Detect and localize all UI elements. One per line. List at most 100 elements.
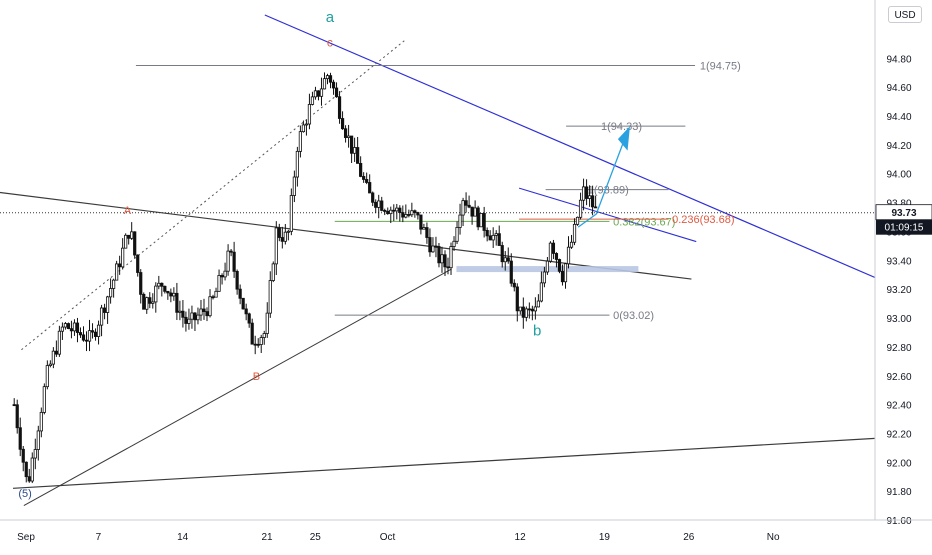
candle-body bbox=[145, 297, 149, 310]
candle-body bbox=[328, 75, 333, 83]
price-tick-label: 94.80 bbox=[886, 54, 911, 65]
candle-body bbox=[286, 230, 290, 233]
candle-body bbox=[226, 250, 230, 272]
candle-body bbox=[313, 90, 318, 98]
candle-body bbox=[112, 279, 116, 289]
candle-body bbox=[208, 296, 212, 317]
candle-body bbox=[90, 330, 95, 333]
candle-body bbox=[27, 476, 31, 482]
candle-body bbox=[72, 322, 77, 332]
time-axis[interactable]: Sep 7 14 21 25 Oct 12 19 26 No bbox=[0, 519, 932, 543]
candle-body bbox=[455, 227, 459, 242]
fib-label-0: 1(94.75) bbox=[700, 61, 741, 73]
price-tick-label: 94.40 bbox=[886, 112, 911, 123]
candle-body bbox=[316, 90, 321, 97]
candle-body bbox=[554, 253, 559, 260]
candle-body bbox=[371, 192, 375, 203]
candle-body bbox=[404, 214, 408, 218]
upper-resistance-line bbox=[264, 14, 875, 279]
candle-body bbox=[69, 328, 74, 332]
candle-body bbox=[461, 200, 465, 216]
fib-label-3: 0(93.02) bbox=[613, 310, 654, 322]
time-tick-label: Oct bbox=[380, 532, 396, 543]
plot-area: 1(94.75) 1(94.33) 1(93.89) 0(93.02) 0.382(93… bbox=[0, 9, 875, 507]
candle-body bbox=[578, 199, 583, 218]
candle-body bbox=[353, 147, 357, 154]
price-tick-label: 94.00 bbox=[886, 170, 911, 181]
candle-body bbox=[105, 296, 110, 313]
candle-body bbox=[271, 263, 275, 281]
candle-body bbox=[452, 240, 456, 247]
candle-body bbox=[283, 231, 287, 242]
candle-body bbox=[575, 216, 580, 225]
candle-body bbox=[148, 297, 152, 304]
fib-label-5: 0.236(93.68) bbox=[672, 214, 734, 226]
candle-body bbox=[440, 254, 444, 264]
candle-body bbox=[253, 343, 257, 346]
candle-body bbox=[413, 210, 417, 213]
price-tick-label: 94.20 bbox=[886, 141, 911, 152]
candle-body bbox=[18, 427, 22, 450]
candle-body bbox=[431, 245, 435, 253]
candle-body bbox=[383, 210, 387, 212]
candle-body bbox=[368, 182, 372, 194]
candle-body bbox=[81, 334, 86, 341]
candle-body bbox=[449, 246, 453, 269]
time-tick-label: 19 bbox=[599, 532, 611, 543]
candle-body bbox=[566, 246, 571, 265]
candle-body bbox=[419, 214, 423, 230]
candle-body bbox=[470, 206, 474, 217]
candle-body bbox=[301, 124, 306, 133]
candle-body bbox=[169, 292, 173, 297]
candle-body bbox=[331, 81, 336, 89]
candle-body bbox=[133, 231, 137, 256]
candle-body bbox=[356, 147, 360, 164]
currency-button[interactable]: USD bbox=[888, 6, 922, 23]
candle-body bbox=[527, 308, 531, 311]
candle-body bbox=[289, 195, 293, 232]
a-b-trendline bbox=[0, 191, 692, 280]
candle-body bbox=[160, 282, 164, 287]
candle-body bbox=[268, 280, 272, 314]
candle-body bbox=[340, 118, 345, 130]
candle-body bbox=[157, 282, 161, 287]
candle-body bbox=[437, 246, 441, 264]
candle-body bbox=[247, 313, 251, 324]
time-tick-label: 26 bbox=[683, 532, 695, 543]
candle-body bbox=[545, 260, 550, 273]
candle-body bbox=[235, 270, 239, 290]
time-tick-label: Sep bbox=[17, 532, 35, 543]
candle-body bbox=[551, 242, 556, 254]
price-tick-label: 92.80 bbox=[886, 343, 911, 354]
candle-body bbox=[33, 449, 37, 459]
countdown-label: 01:09:15 bbox=[885, 223, 924, 234]
rising-support-line bbox=[23, 268, 452, 507]
candle-body bbox=[350, 135, 354, 154]
time-tick-label: 12 bbox=[515, 532, 527, 543]
candle-body bbox=[136, 254, 140, 273]
last-price-label: 93.73 bbox=[891, 208, 916, 219]
candle-body bbox=[172, 292, 176, 297]
candle-body bbox=[127, 234, 131, 239]
time-tick-label: No bbox=[767, 532, 780, 543]
fib-label-2: 1(93.89) bbox=[588, 185, 629, 197]
candle-body bbox=[428, 237, 432, 253]
candle-body bbox=[142, 293, 146, 310]
candle-body bbox=[464, 200, 468, 206]
candle-body bbox=[458, 214, 462, 228]
candle-body bbox=[473, 207, 477, 217]
projection-arrow bbox=[577, 137, 626, 228]
candle-body bbox=[304, 123, 309, 126]
candle-body bbox=[518, 306, 522, 312]
candle-body bbox=[325, 75, 330, 80]
projection-dotted-line bbox=[21, 39, 407, 351]
candle-body bbox=[39, 411, 43, 432]
candle-body bbox=[485, 230, 489, 237]
candle-body bbox=[346, 135, 351, 138]
price-axis[interactable]: 94.8094.6094.4094.2094.0093.8093.6093.40… bbox=[874, 0, 932, 527]
candle-body bbox=[572, 223, 577, 243]
candle-body bbox=[211, 296, 215, 299]
candle-body bbox=[307, 103, 312, 125]
